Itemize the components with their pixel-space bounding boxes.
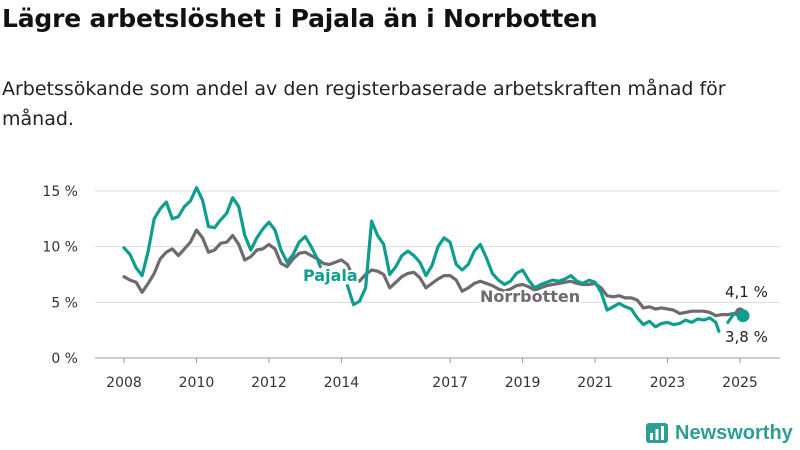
x-tick-label: 2012 bbox=[251, 375, 287, 391]
pajala-series-label: Pajala bbox=[303, 266, 358, 285]
x-tick-label: 2010 bbox=[179, 375, 215, 391]
x-tick-label: 2008 bbox=[106, 375, 142, 391]
series-line-pajala bbox=[122, 186, 322, 278]
y-tick-label: 10 % bbox=[42, 240, 78, 256]
y-tick-label: 0 % bbox=[51, 351, 78, 367]
x-tick-label: 2014 bbox=[324, 375, 360, 391]
x-tick-label: 2019 bbox=[505, 375, 541, 391]
y-tick-label: 15 % bbox=[42, 184, 78, 200]
series-labels: 4,1 % 3,8 % Pajala Norrbotten bbox=[301, 264, 768, 346]
series-lines bbox=[122, 186, 742, 333]
series-line-norrbotten bbox=[122, 228, 742, 318]
y-tick-label: 5 % bbox=[51, 295, 78, 311]
x-axis-ticks: 2008 2010 2012 2014 2017 2019 2021 2023 2025 bbox=[106, 358, 758, 391]
norrbotten-series-label: Norrbotten bbox=[480, 287, 580, 306]
y-axis-ticks: 0 % 5 % 10 % 15 % bbox=[42, 184, 78, 367]
chart-title: Lägre arbetslöshet i Pajala än i Norrbot… bbox=[2, 4, 598, 33]
pajala-end-label: 3,8 % bbox=[725, 328, 768, 346]
x-tick-label: 2023 bbox=[650, 375, 686, 391]
newsworthy-logo-text: Newsworthy bbox=[675, 421, 793, 444]
x-tick-label: 2021 bbox=[577, 375, 613, 391]
chart-subtitle: Arbetssökande som andel av den registerb… bbox=[2, 78, 726, 130]
newsworthy-logo-icon bbox=[646, 423, 668, 443]
x-tick-label: 2025 bbox=[722, 375, 758, 391]
series-line-pajala bbox=[345, 219, 721, 333]
norrbotten-end-label: 4,1 % bbox=[725, 283, 768, 301]
grid-lines bbox=[95, 190, 780, 359]
newsworthy-logo[interactable]: Newsworthy bbox=[645, 420, 793, 446]
x-tick-label: 2017 bbox=[432, 375, 468, 391]
pajala-end-dot bbox=[736, 309, 750, 323]
